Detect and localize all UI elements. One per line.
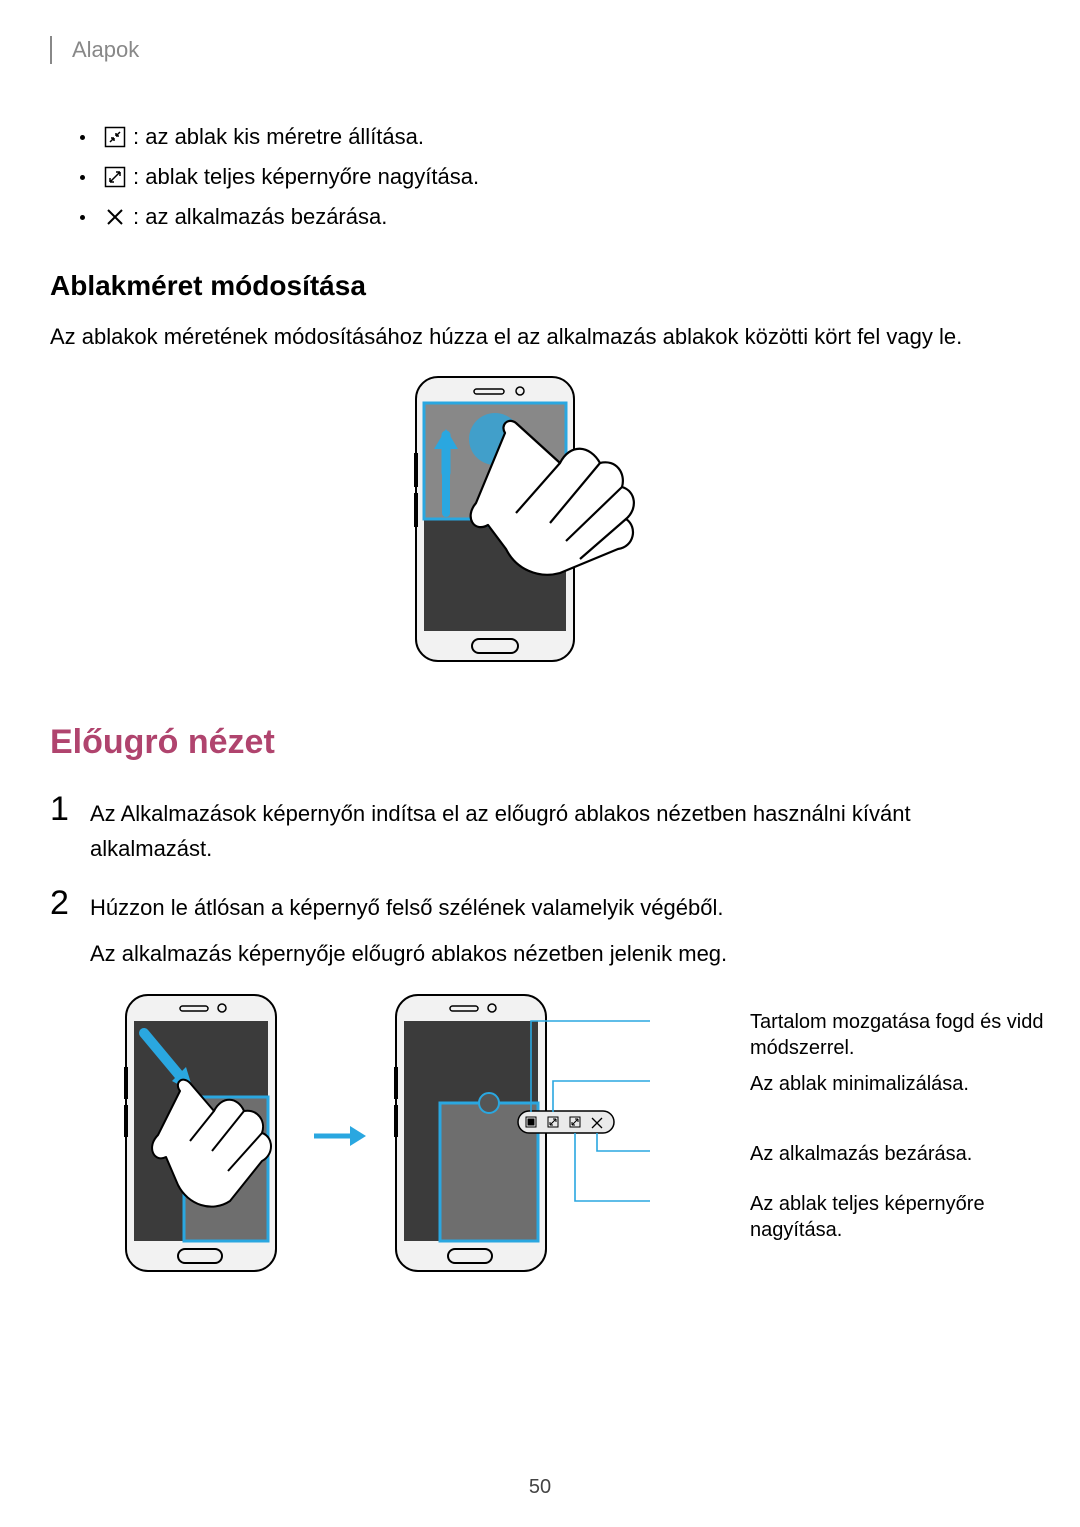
- minimize-window-icon: [103, 125, 127, 149]
- callout-text: Tartalom mozgatása fogd és vidd módszerr…: [750, 1009, 1070, 1061]
- bullet-dot: [80, 135, 85, 140]
- icon-bullet-list: : az ablak kis méretre állítása. : ablak…: [80, 124, 1010, 230]
- bullet-dot: [80, 175, 85, 180]
- page-number: 50: [0, 1476, 1080, 1499]
- bullet-text: : az alkalmazás bezárása.: [133, 204, 387, 230]
- bullet-text: : az ablak kis méretre állítása.: [133, 124, 424, 150]
- step-text: Az alkalmazás képernyője előugró ablakos…: [90, 936, 727, 971]
- bullet-dot: [80, 215, 85, 220]
- maximize-window-icon: [103, 165, 127, 189]
- phone-left: [120, 991, 290, 1281]
- bullet-text: : ablak teljes képernyőre nagyítása.: [133, 164, 479, 190]
- phone-right-with-callouts: [390, 991, 790, 1281]
- section-heading-accent: Előugró nézet: [50, 723, 1010, 762]
- header-section-label: Alapok: [72, 37, 139, 63]
- step-text: Húzzon le átlósan a képernyő felső szélé…: [90, 890, 727, 925]
- bullet-item: : ablak teljes képernyőre nagyítása.: [80, 164, 1010, 190]
- step-number: 2: [50, 886, 90, 970]
- close-icon: [103, 205, 127, 229]
- callout-text: Az ablak teljes képernyőre nagyítása.: [750, 1191, 1070, 1243]
- callout-text: Az alkalmazás bezárása.: [750, 1141, 1070, 1167]
- bullet-item: : az alkalmazás bezárása.: [80, 204, 1010, 230]
- figure-resize-window: [50, 373, 1010, 673]
- numbered-step: 2 Húzzon le átlósan a képernyő felső szé…: [50, 886, 1010, 970]
- subsection-heading: Ablakméret módosítása: [50, 270, 1010, 302]
- step-number: 1: [50, 792, 90, 866]
- arrow-right-icon: [310, 1116, 370, 1156]
- numbered-step: 1 Az Alkalmazások képernyőn indítsa el a…: [50, 792, 1010, 866]
- figure-popup-view: Tartalom mozgatása fogd és vidd módszerr…: [120, 991, 1010, 1281]
- bullet-item: : az ablak kis méretre állítása.: [80, 124, 1010, 150]
- step-text: Az Alkalmazások képernyőn indítsa el az …: [90, 792, 1010, 866]
- page-header: Alapok: [50, 36, 1010, 64]
- callout-text: Az ablak minimalizálása.: [750, 1071, 1070, 1097]
- body-paragraph: Az ablakok méretének módosításához húzza…: [50, 320, 1010, 353]
